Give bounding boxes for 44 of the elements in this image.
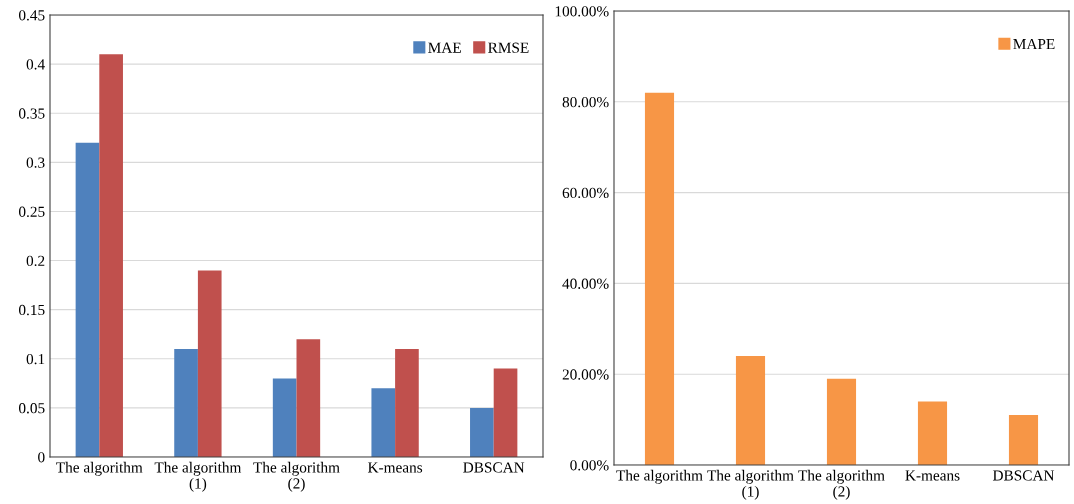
bar — [826, 378, 857, 465]
legend-label: MAPE — [1013, 38, 1055, 50]
y-tick-label: 0.25 — [18, 206, 45, 217]
bar — [296, 339, 321, 457]
y-tick-label: 0 — [38, 452, 45, 463]
x-tick-label: The algorithm — [616, 469, 703, 484]
x-tick-label: The algorithm — [56, 461, 143, 476]
bar — [197, 270, 222, 457]
bar — [395, 348, 419, 457]
bar — [75, 142, 100, 457]
y-tick-label: 0.4 — [26, 59, 45, 70]
bar — [99, 54, 123, 457]
y-tick-label: 0.1 — [26, 353, 45, 365]
x-tick-label: DBSCAN — [463, 462, 525, 473]
y-tick-label: 0.15 — [18, 304, 45, 316]
bar — [174, 348, 198, 457]
y-tick-label: 60.00% — [562, 187, 609, 199]
y-tick-label: 0.00% — [570, 460, 609, 471]
x-tick-label: K-means — [367, 462, 423, 473]
y-tick-label: 40.00% — [562, 278, 609, 289]
y-tick-label: 0.2 — [26, 255, 45, 267]
bar — [735, 356, 766, 465]
y-tick-label: 0.45 — [18, 10, 45, 21]
bar — [470, 407, 494, 457]
x-tick-label: DBSCAN — [992, 470, 1055, 481]
y-tick-label: 0.35 — [18, 108, 45, 119]
x-tick-label: K-means — [905, 470, 960, 481]
bar — [272, 378, 297, 457]
x-tick-label: The algorithm (1) — [154, 461, 242, 492]
bar — [493, 368, 518, 457]
x-tick-label: The algorithm (1) — [707, 469, 794, 500]
y-tick-label: 0.05 — [18, 403, 45, 414]
y-tick-label: 100.00% — [555, 6, 609, 17]
bar — [371, 388, 396, 457]
x-tick-label: The algorithm (2) — [253, 461, 340, 492]
y-tick-label: 80.00% — [562, 96, 609, 108]
bar — [644, 92, 675, 465]
bar — [1008, 415, 1039, 465]
legend-label: MAE — [428, 42, 461, 53]
y-tick-label: 20.00% — [562, 369, 609, 380]
bar — [917, 401, 948, 465]
legend-label: RMSE — [488, 42, 529, 53]
y-tick-label: 0.3 — [26, 157, 45, 168]
x-tick-label: The algorithm (2) — [798, 469, 885, 500]
